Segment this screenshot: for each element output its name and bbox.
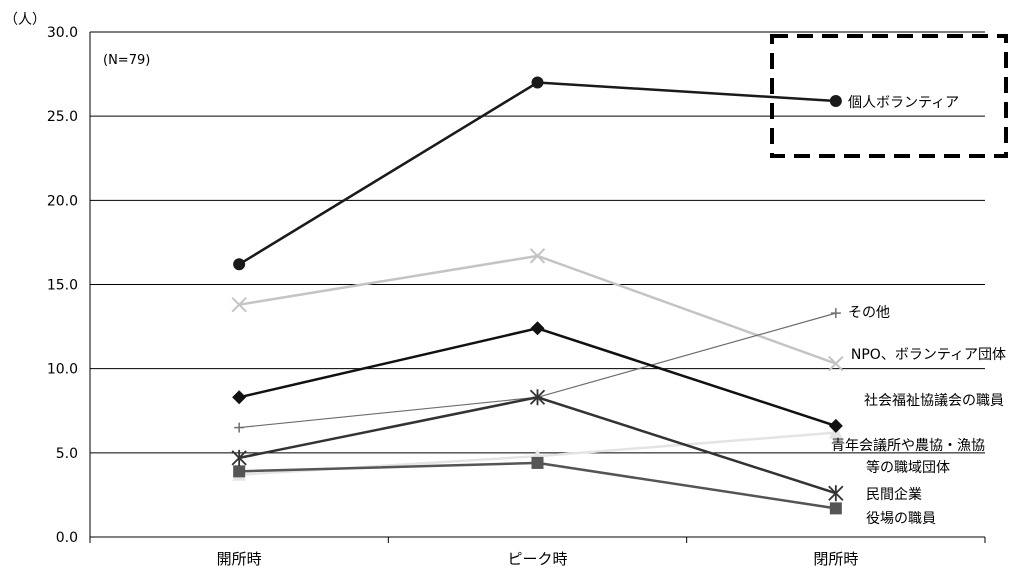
series-line [238, 395, 837, 495]
marker-plus [234, 422, 245, 433]
marker-asterisk [231, 449, 247, 466]
marker-square [233, 465, 246, 478]
y-tick-label: 5.0 [56, 446, 78, 462]
sample-size-note: (N=79) [103, 53, 150, 68]
marker-circle [829, 95, 842, 108]
marker-circle [233, 258, 246, 271]
x-tick-label: 開所時 [217, 550, 262, 568]
marker-square [531, 456, 544, 469]
y-axis-label: （人） [4, 12, 46, 28]
series-label: 役場の職員 [866, 511, 936, 527]
series-4 [231, 389, 844, 502]
marker-x-stroke [529, 248, 546, 264]
series-line [238, 326, 837, 428]
series-line [238, 81, 836, 266]
marker-circle [531, 76, 544, 89]
series-label: NPO、ボランティア団体 [851, 347, 1006, 363]
series-line [238, 254, 837, 365]
series-label-line: 個人ボランティア [848, 95, 959, 111]
series-line [239, 461, 837, 510]
x-tick-label: ピーク時 [507, 550, 567, 568]
series-label: 民間企業 [866, 486, 922, 503]
marker-x-stroke [231, 296, 247, 313]
series-layer [231, 76, 844, 515]
series-label: 青年会議所や農協・漁協等の職域団体 [831, 437, 985, 476]
marker-diamond [232, 390, 247, 405]
marker-square [829, 502, 842, 515]
series-label-line: 民間企業 [866, 486, 922, 503]
y-tick-label: 20.0 [47, 193, 78, 209]
series-label: 個人ボランティア [848, 95, 959, 111]
y-tick-label: 15.0 [47, 278, 78, 294]
y-tick-label: 30.0 [47, 25, 78, 41]
marker-diamond [530, 321, 545, 336]
marker-asterisk [828, 485, 844, 502]
series-label-line: 青年会議所や農協・漁協 [831, 437, 985, 454]
y-tick-label: 10.0 [47, 362, 78, 378]
series-label-line: 社会福祉協議会の職員 [864, 392, 1004, 409]
series-label: その他 [848, 305, 890, 321]
series-0 [233, 76, 842, 271]
series-2 [232, 321, 843, 433]
series-1 [231, 248, 844, 372]
series-6 [233, 456, 842, 515]
marker-x [529, 248, 546, 264]
y-tick-label: 0.0 [56, 530, 78, 546]
marker-x [231, 296, 247, 313]
y-tick-label: 25.0 [47, 109, 78, 125]
series-label-line: 役場の職員 [866, 511, 936, 527]
series-label-line: NPO、ボランティア団体 [851, 347, 1006, 363]
marker-x [828, 355, 844, 372]
series-label-line: 等の職域団体 [866, 459, 950, 476]
marker-diamond [828, 418, 843, 433]
marker-plus [830, 308, 841, 319]
marker-x-stroke [828, 355, 844, 372]
axis-layer: （人） (N=79) 0.0 5.0 10.0 15.0 20.0 25.0 30.0 開所時… [4, 12, 986, 568]
series-label: 社会福祉協議会の職員 [864, 392, 1004, 409]
series-label-line: その他 [848, 305, 890, 321]
grid-layer [90, 31, 985, 454]
x-tick-label: 閉所時 [813, 550, 858, 568]
marker-asterisk [529, 389, 546, 406]
